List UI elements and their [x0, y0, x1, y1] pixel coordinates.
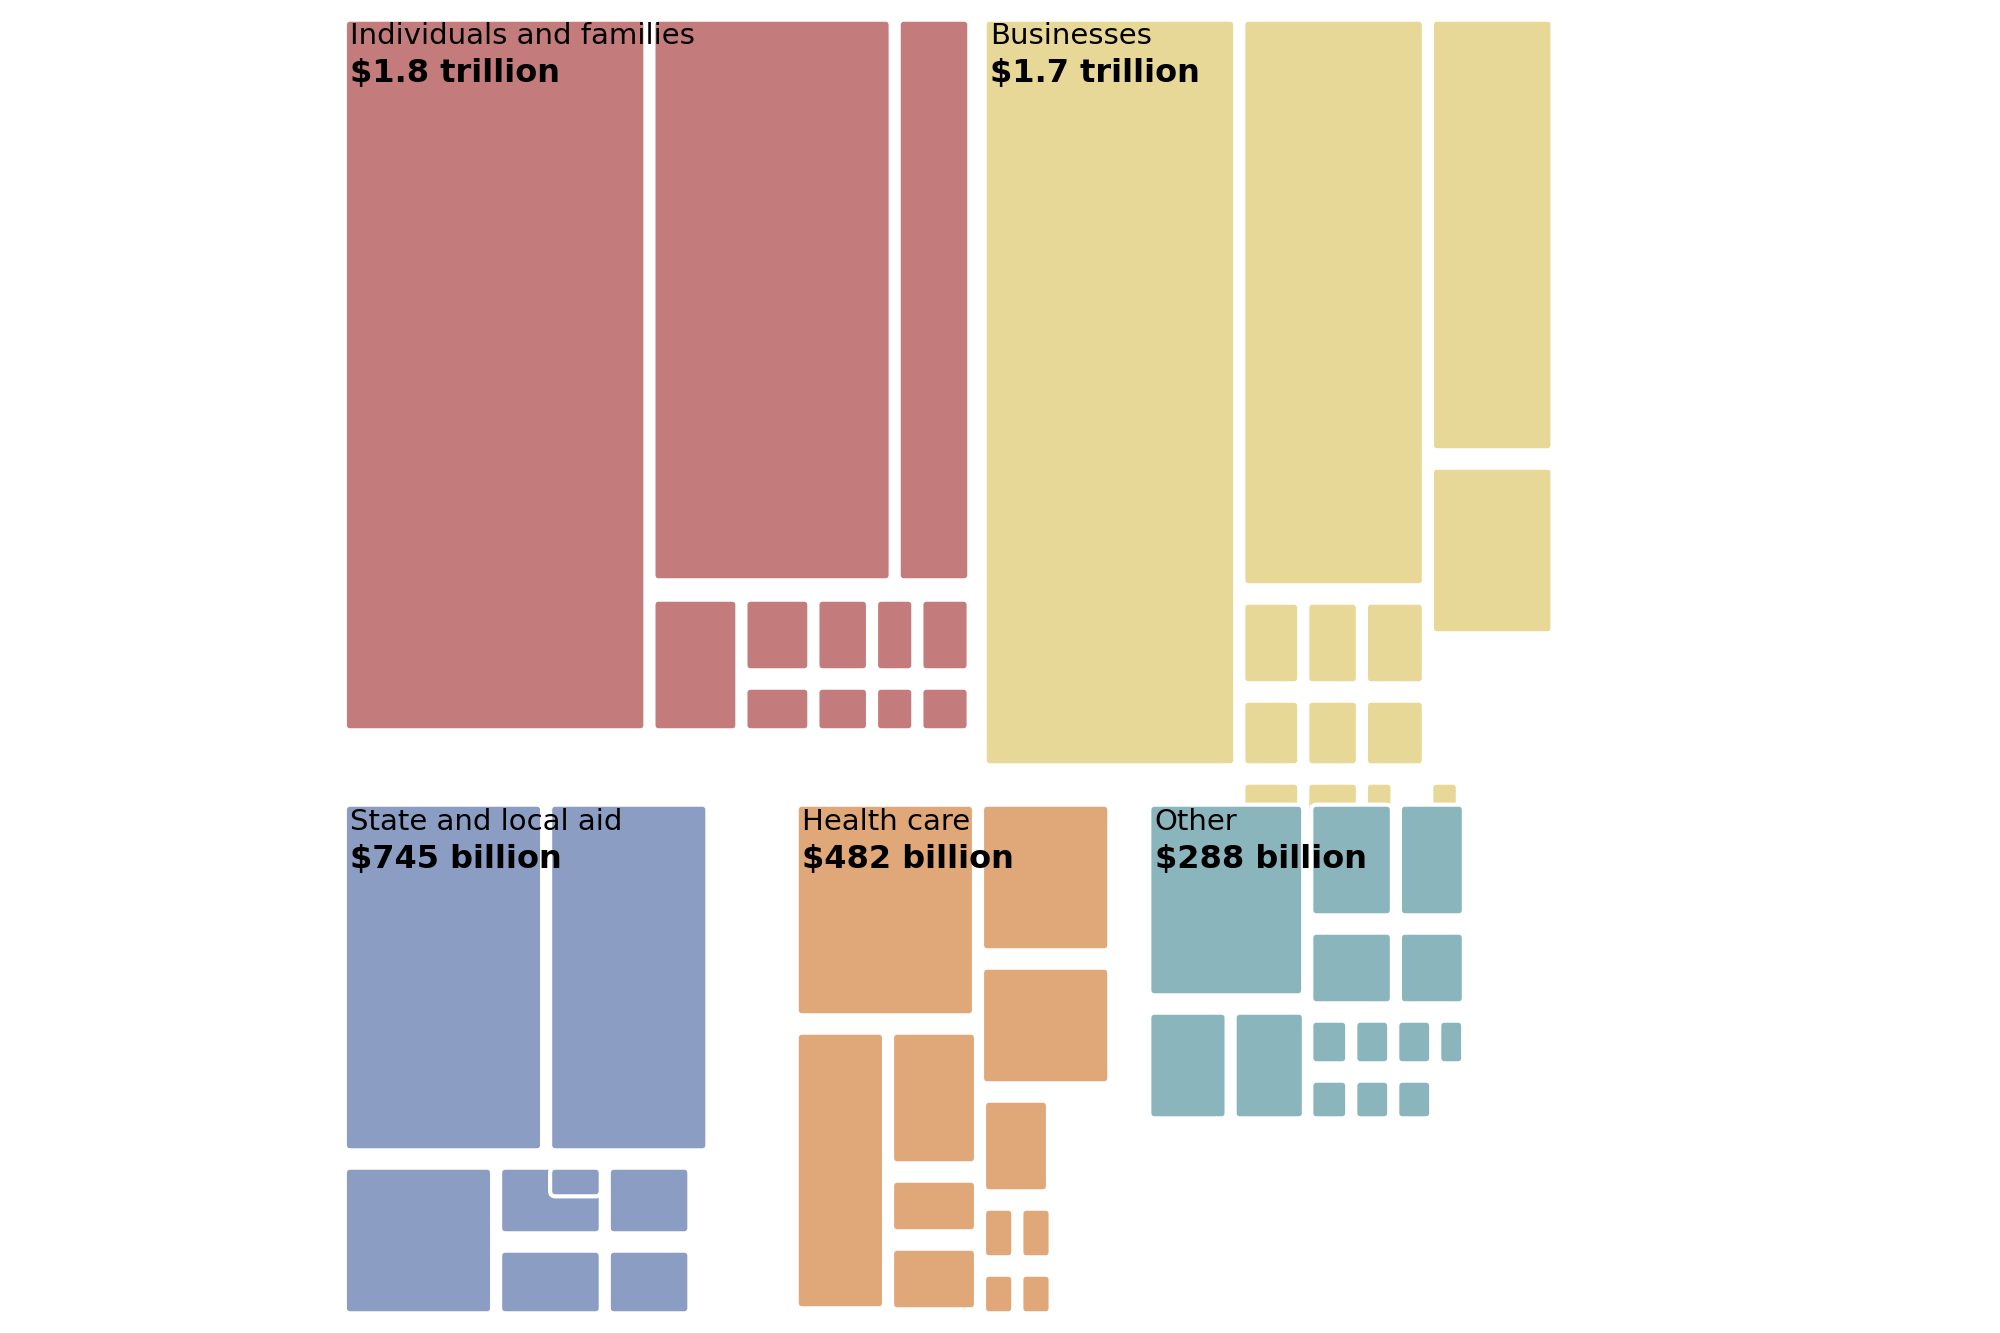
FancyBboxPatch shape: [1432, 468, 1552, 633]
FancyBboxPatch shape: [1244, 782, 1300, 828]
Text: $1.8 trillion: $1.8 trillion: [350, 59, 560, 89]
FancyBboxPatch shape: [984, 1274, 1014, 1313]
FancyBboxPatch shape: [1244, 845, 1300, 881]
FancyBboxPatch shape: [654, 20, 890, 580]
FancyBboxPatch shape: [344, 1168, 492, 1313]
FancyBboxPatch shape: [1432, 845, 1458, 881]
FancyBboxPatch shape: [1244, 20, 1424, 585]
FancyBboxPatch shape: [1400, 805, 1464, 916]
FancyBboxPatch shape: [982, 805, 1110, 950]
FancyBboxPatch shape: [344, 20, 646, 730]
FancyBboxPatch shape: [1366, 845, 1392, 881]
FancyBboxPatch shape: [1400, 933, 1464, 1004]
Text: $288 billion: $288 billion: [1154, 844, 1366, 874]
FancyBboxPatch shape: [892, 1181, 976, 1232]
FancyBboxPatch shape: [1432, 20, 1552, 451]
FancyBboxPatch shape: [892, 1249, 976, 1309]
FancyBboxPatch shape: [500, 1250, 600, 1313]
Text: $1.7 trillion: $1.7 trillion: [990, 59, 1200, 89]
FancyBboxPatch shape: [1022, 1274, 1050, 1313]
FancyBboxPatch shape: [1308, 603, 1358, 684]
FancyBboxPatch shape: [1308, 845, 1358, 881]
FancyBboxPatch shape: [984, 1101, 1048, 1192]
FancyBboxPatch shape: [1244, 603, 1300, 684]
FancyBboxPatch shape: [818, 600, 868, 670]
FancyBboxPatch shape: [984, 1209, 1014, 1257]
FancyBboxPatch shape: [550, 1168, 600, 1196]
FancyBboxPatch shape: [344, 805, 542, 1150]
FancyBboxPatch shape: [1150, 805, 1304, 996]
Text: Other: Other: [1154, 808, 1238, 836]
Text: Health care: Health care: [802, 808, 970, 836]
FancyBboxPatch shape: [1022, 1209, 1050, 1257]
FancyBboxPatch shape: [1312, 1081, 1348, 1118]
Text: Individuals and families: Individuals and families: [350, 23, 696, 51]
FancyBboxPatch shape: [608, 1168, 690, 1233]
FancyBboxPatch shape: [984, 20, 1236, 765]
FancyBboxPatch shape: [500, 1168, 600, 1233]
FancyBboxPatch shape: [898, 20, 970, 580]
Text: $482 billion: $482 billion: [802, 844, 1014, 874]
FancyBboxPatch shape: [1308, 701, 1358, 765]
FancyBboxPatch shape: [1312, 1021, 1348, 1064]
FancyBboxPatch shape: [1366, 701, 1424, 765]
FancyBboxPatch shape: [796, 1033, 884, 1308]
FancyBboxPatch shape: [1356, 1081, 1390, 1118]
Text: Businesses: Businesses: [990, 23, 1152, 51]
FancyBboxPatch shape: [982, 968, 1110, 1084]
FancyBboxPatch shape: [1312, 805, 1392, 916]
FancyBboxPatch shape: [1432, 782, 1458, 828]
FancyBboxPatch shape: [818, 688, 868, 730]
FancyBboxPatch shape: [1440, 1021, 1464, 1064]
FancyBboxPatch shape: [1366, 603, 1424, 684]
FancyBboxPatch shape: [1398, 1021, 1432, 1064]
FancyBboxPatch shape: [1234, 1013, 1304, 1118]
FancyBboxPatch shape: [922, 600, 968, 670]
Text: $745 billion: $745 billion: [350, 844, 562, 874]
FancyBboxPatch shape: [1244, 701, 1300, 765]
FancyBboxPatch shape: [746, 688, 810, 730]
FancyBboxPatch shape: [892, 1033, 976, 1164]
FancyBboxPatch shape: [876, 688, 914, 730]
FancyBboxPatch shape: [1308, 782, 1358, 828]
FancyBboxPatch shape: [796, 805, 974, 1016]
Text: State and local aid: State and local aid: [350, 808, 622, 836]
FancyBboxPatch shape: [876, 600, 914, 670]
FancyBboxPatch shape: [1398, 1081, 1432, 1118]
FancyBboxPatch shape: [1366, 782, 1392, 828]
FancyBboxPatch shape: [550, 805, 708, 1150]
FancyBboxPatch shape: [654, 600, 738, 730]
FancyBboxPatch shape: [922, 688, 968, 730]
FancyBboxPatch shape: [1150, 1013, 1226, 1118]
FancyBboxPatch shape: [608, 1250, 690, 1313]
FancyBboxPatch shape: [746, 600, 810, 670]
FancyBboxPatch shape: [1312, 933, 1392, 1004]
FancyBboxPatch shape: [1356, 1021, 1390, 1064]
